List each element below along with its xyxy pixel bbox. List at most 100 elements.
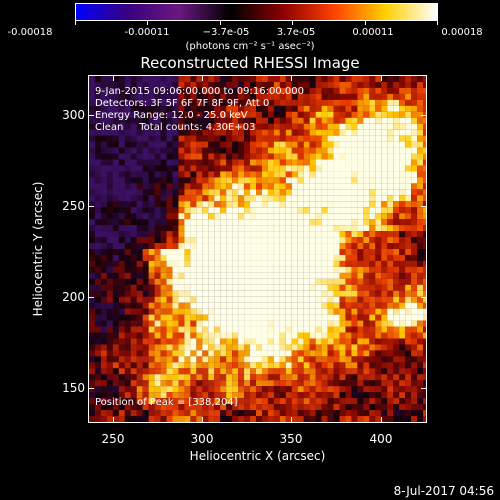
heatmap-cell xyxy=(387,296,394,303)
heatmap-cell xyxy=(273,332,280,339)
heatmap-cell xyxy=(417,350,424,357)
heatmap-cell xyxy=(148,243,155,249)
heatmap-cell xyxy=(136,213,143,220)
heatmap-cell xyxy=(387,350,394,357)
heatmap-cell xyxy=(339,231,346,238)
heatmap-cell xyxy=(202,129,209,136)
heatmap-cell xyxy=(130,416,137,422)
heatmap-cell xyxy=(357,302,364,309)
heatmap-cell xyxy=(166,189,173,196)
heatmap-cell xyxy=(106,290,113,297)
heatmap-cell xyxy=(279,320,286,327)
heatmap-cell xyxy=(351,201,358,208)
heatmap-cell xyxy=(381,356,388,363)
heatmap-cell xyxy=(172,225,179,232)
heatmap-cell xyxy=(124,171,131,178)
heatmap-cell xyxy=(273,320,280,327)
heatmap-cell xyxy=(89,368,95,375)
heatmap-cell xyxy=(220,350,227,357)
heatmap-cell xyxy=(417,410,424,417)
heatmap-cell xyxy=(315,374,322,381)
heatmap-cell xyxy=(250,344,257,351)
heatmap-cell xyxy=(238,105,245,112)
heatmap-cell xyxy=(291,290,298,297)
heatmap-cell xyxy=(357,368,364,375)
heatmap-cell xyxy=(244,249,251,255)
heatmap-cell xyxy=(303,290,310,297)
heatmap-cell xyxy=(333,260,340,267)
heatmap-cell xyxy=(327,326,334,333)
heatmap-cell xyxy=(232,368,239,375)
heatmap-cell xyxy=(148,272,155,279)
heatmap-cell xyxy=(357,81,364,88)
heatmap-cell xyxy=(136,231,143,238)
heatmap-cell xyxy=(273,302,280,309)
heatmap-cell xyxy=(100,374,107,381)
heatmap-cell xyxy=(387,81,394,88)
heatmap-cell xyxy=(327,195,334,202)
heatmap-cell xyxy=(393,416,400,422)
heatmap-cell xyxy=(417,117,424,124)
heatmap-cell xyxy=(351,213,358,220)
heatmap-cell xyxy=(309,320,316,327)
heatmap-cell xyxy=(226,350,233,357)
heatmap-cell xyxy=(118,374,125,381)
heatmap-cell xyxy=(238,213,245,220)
heatmap-cell xyxy=(202,338,209,345)
heatmap-cell xyxy=(333,207,340,214)
heatmap-cell xyxy=(250,338,257,345)
heatmap-cell xyxy=(285,260,292,267)
heatmap-cell xyxy=(399,290,406,297)
heatmap-cell xyxy=(106,416,113,422)
heatmap-cell xyxy=(339,117,346,124)
heatmap-cell xyxy=(178,302,185,309)
heatmap-cell xyxy=(273,93,280,100)
heatmap-cell xyxy=(226,296,233,303)
heatmap-cell xyxy=(417,278,424,285)
heatmap-cell xyxy=(321,177,328,184)
heatmap-cell xyxy=(124,153,131,160)
heatmap-cell xyxy=(369,416,376,422)
heatmap-cell xyxy=(142,171,149,178)
heatmap-cell xyxy=(339,243,346,249)
heatmap-cell xyxy=(196,237,203,244)
heatmap-cell xyxy=(267,416,274,422)
heatmap-cell xyxy=(256,243,262,249)
heatmap-cell xyxy=(297,302,304,309)
heatmap-cell xyxy=(279,356,286,363)
heatmap-cell xyxy=(339,249,346,255)
heatmap-cell xyxy=(256,207,262,214)
heatmap-cell xyxy=(423,123,426,130)
heatmap-cell xyxy=(333,201,340,208)
heatmap-cell xyxy=(387,213,394,220)
heatmap-cell xyxy=(417,225,424,232)
heatmap-cell xyxy=(154,416,161,422)
heatmap-cell xyxy=(124,326,131,333)
heatmap-cell xyxy=(124,159,131,166)
heatmap-cell xyxy=(256,344,262,351)
heatmap-cell xyxy=(285,159,292,166)
heatmap-cell xyxy=(405,416,412,422)
heatmap-cell xyxy=(423,302,426,309)
heatmap-cell xyxy=(160,356,167,363)
heatmap-cell xyxy=(393,213,400,220)
heatmap-cell xyxy=(208,296,215,303)
heatmap-cell xyxy=(196,135,203,142)
heatmap-cell xyxy=(220,368,227,375)
heatmap-cell xyxy=(148,314,155,321)
heatmap-cell xyxy=(166,314,173,321)
heatmap-cell xyxy=(100,416,107,422)
heatmap-cell xyxy=(399,213,406,220)
heatmap-cell xyxy=(250,374,257,381)
heatmap-cell xyxy=(106,380,113,387)
heatmap-cell xyxy=(142,81,149,88)
heatmap-cell xyxy=(124,386,131,393)
heatmap-cell xyxy=(220,87,227,94)
heatmap-cell xyxy=(315,93,322,100)
heatmap-cell xyxy=(148,123,155,130)
heatmap-cell xyxy=(136,302,143,309)
heatmap-cell xyxy=(399,260,406,267)
heatmap-cell xyxy=(405,380,412,387)
heatmap-cell xyxy=(339,237,346,244)
heatmap-cell xyxy=(279,284,286,291)
